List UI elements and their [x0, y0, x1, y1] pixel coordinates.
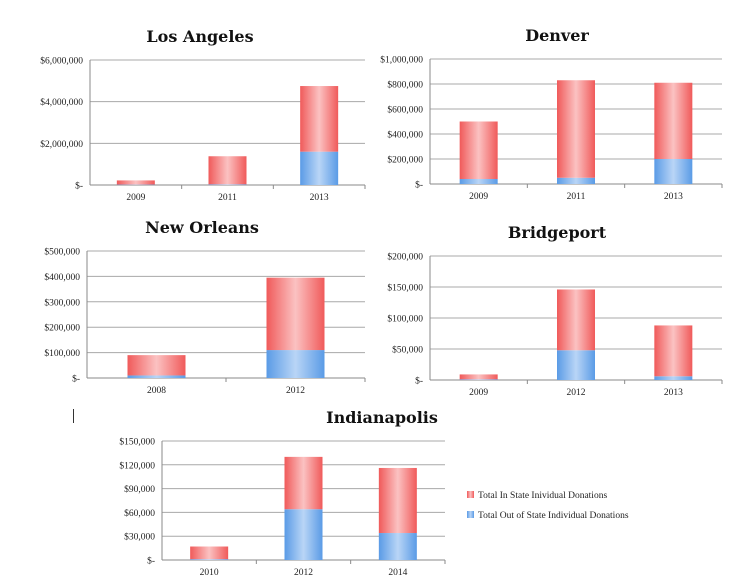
bridgeport-bar-2013-out-of-state	[654, 376, 693, 380]
los-angeles-x-tick-label: 2009	[126, 193, 145, 203]
los-angeles-bar-2013-in-state	[300, 86, 339, 152]
bridgeport-y-tick-label: $100,000	[387, 314, 423, 325]
new-orleans-y-tick-label: $500,000	[44, 247, 80, 258]
indianapolis-chart: Indianapolis $- $30,000 $60,000 $90,000 $120,…	[119, 408, 446, 578]
los-angeles-x-tick-label: 2011	[218, 193, 237, 203]
bridgeport-bar-2009-in-state	[459, 374, 498, 380]
bridgeport-x-tick-label: 2013	[664, 388, 683, 398]
indianapolis-x-tick-label: 2010	[200, 568, 219, 578]
indianapolis-bar-2012-out-of-state	[284, 509, 323, 560]
new-orleans-bar-2008-out-of-state	[127, 375, 186, 378]
denver-x-tick-label: 2011	[567, 192, 586, 202]
new-orleans-y-tick-label: $300,000	[44, 297, 80, 308]
new-orleans-x-tick-label: 2012	[286, 386, 305, 396]
bridgeport-y-tick-label: $200,000	[387, 252, 423, 263]
bridgeport-chart: Bridgeport $- $50,000 $100,000 $150,000 $200,…	[387, 223, 723, 398]
indianapolis-title: Indianapolis	[326, 408, 438, 427]
indianapolis-bar-2010-in-state	[190, 546, 229, 560]
los-angeles-bar-2009-in-state	[116, 180, 155, 185]
denver-y-tick-label: $400,000	[387, 130, 423, 141]
stray-vertical-mark	[73, 409, 74, 423]
denver-y-tick-label: $1,000,000	[380, 55, 423, 66]
new-orleans-bar-2012-in-state	[266, 277, 325, 351]
los-angeles-x-tick-label: 2013	[310, 193, 329, 203]
indianapolis-bar-2012-in-state	[284, 456, 323, 510]
indianapolis-bar-2014-out-of-state	[378, 533, 417, 560]
indianapolis-y-tick-label: $-	[147, 556, 155, 567]
bridgeport-bar-2009-out-of-state	[459, 379, 498, 380]
indianapolis-y-tick-label: $30,000	[124, 532, 155, 543]
denver-bar-2013-in-state	[654, 82, 693, 159]
denver-title: Denver	[525, 26, 589, 45]
bridgeport-bar-2012-out-of-state	[557, 350, 595, 380]
bridgeport-y-tick-label: $50,000	[392, 345, 423, 356]
indianapolis-bar-2010-out-of-state	[190, 559, 229, 560]
denver-y-tick-label: $-	[415, 180, 423, 191]
los-angeles-title: Los Angeles	[146, 27, 253, 46]
denver-bar-2013-out-of-state	[654, 159, 693, 184]
legend-out-of-state-swatch	[467, 511, 474, 518]
denver-y-tick-label: $800,000	[387, 80, 423, 91]
los-angeles-chart: Los Angeles $- $2,000,000 $4,000,000 $6,000,…	[40, 27, 366, 203]
indianapolis-y-tick-label: $90,000	[124, 484, 155, 495]
indianapolis-y-tick-label: $120,000	[119, 460, 155, 471]
indianapolis-x-tick-label: 2014	[388, 568, 407, 578]
los-angeles-y-tick-label: $4,000,000	[40, 97, 83, 108]
new-orleans-bar-2012-out-of-state	[266, 350, 325, 378]
new-orleans-y-tick-label: $400,000	[44, 272, 80, 283]
los-angeles-y-tick-label: $-	[75, 181, 83, 192]
denver-bar-2009-in-state	[459, 121, 498, 179]
new-orleans-title: New Orleans	[145, 218, 259, 237]
new-orleans-y-tick-label: $100,000	[44, 348, 80, 359]
legend-out-of-state-label: Total Out of State Individual Donations	[478, 510, 629, 521]
denver-x-tick-label: 2009	[469, 192, 488, 202]
indianapolis-y-tick-label: $60,000	[124, 508, 155, 519]
denver-bar-2011-out-of-state	[557, 177, 595, 184]
bridgeport-x-tick-label: 2012	[567, 388, 586, 398]
bridgeport-bar-2012-in-state	[557, 289, 595, 351]
legend-in-state-label: Total In State Inividual Donations	[478, 491, 607, 501]
indianapolis-bar-2014-in-state	[378, 467, 417, 534]
denver-bar-2009-out-of-state	[459, 179, 498, 184]
bridgeport-y-tick-label: $-	[415, 376, 423, 387]
denver-bar-2011-in-state	[557, 80, 595, 178]
bridgeport-y-tick-label: $150,000	[387, 283, 423, 294]
denver-chart: Denver $- $200,000 $400,000 $600,000 $800,000…	[380, 26, 723, 202]
new-orleans-chart: New Orleans $- $100,000 $200,000 $300,000 $40…	[44, 218, 366, 396]
denver-y-tick-label: $600,000	[387, 105, 423, 116]
denver-y-tick-label: $200,000	[387, 155, 423, 166]
denver-x-tick-label: 2013	[664, 192, 683, 202]
indianapolis-x-tick-label: 2012	[294, 568, 313, 578]
new-orleans-x-tick-label: 2008	[147, 386, 166, 396]
new-orleans-y-tick-label: $200,000	[44, 323, 80, 334]
legend: Total In State Inividual Donations Total …	[467, 491, 629, 521]
bridgeport-title: Bridgeport	[508, 223, 607, 242]
los-angeles-bar-2013-out-of-state	[300, 151, 339, 185]
los-angeles-y-tick-label: $2,000,000	[40, 139, 83, 150]
new-orleans-y-tick-label: $-	[72, 374, 80, 385]
los-angeles-bar-2011-out-of-state	[208, 184, 247, 185]
indianapolis-y-tick-label: $150,000	[119, 437, 155, 448]
los-angeles-y-tick-label: $6,000,000	[40, 56, 83, 67]
new-orleans-bar-2008-in-state	[127, 355, 186, 376]
bridgeport-bar-2013-in-state	[654, 325, 693, 377]
legend-in-state-swatch	[467, 491, 474, 498]
los-angeles-bar-2011-in-state	[208, 156, 247, 185]
bridgeport-x-tick-label: 2009	[469, 388, 488, 398]
